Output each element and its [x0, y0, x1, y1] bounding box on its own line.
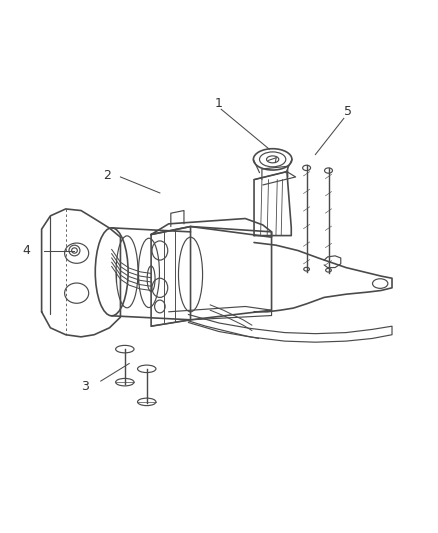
Text: 5: 5: [344, 106, 352, 118]
Text: 3: 3: [81, 380, 89, 393]
Text: 1: 1: [215, 98, 223, 110]
Text: 4: 4: [22, 244, 30, 257]
Text: 2: 2: [103, 169, 111, 182]
